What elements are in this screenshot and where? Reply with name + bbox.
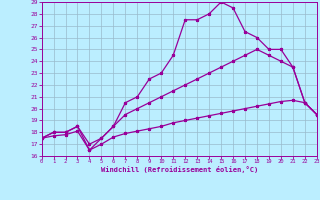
X-axis label: Windchill (Refroidissement éolien,°C): Windchill (Refroidissement éolien,°C) <box>100 166 258 173</box>
